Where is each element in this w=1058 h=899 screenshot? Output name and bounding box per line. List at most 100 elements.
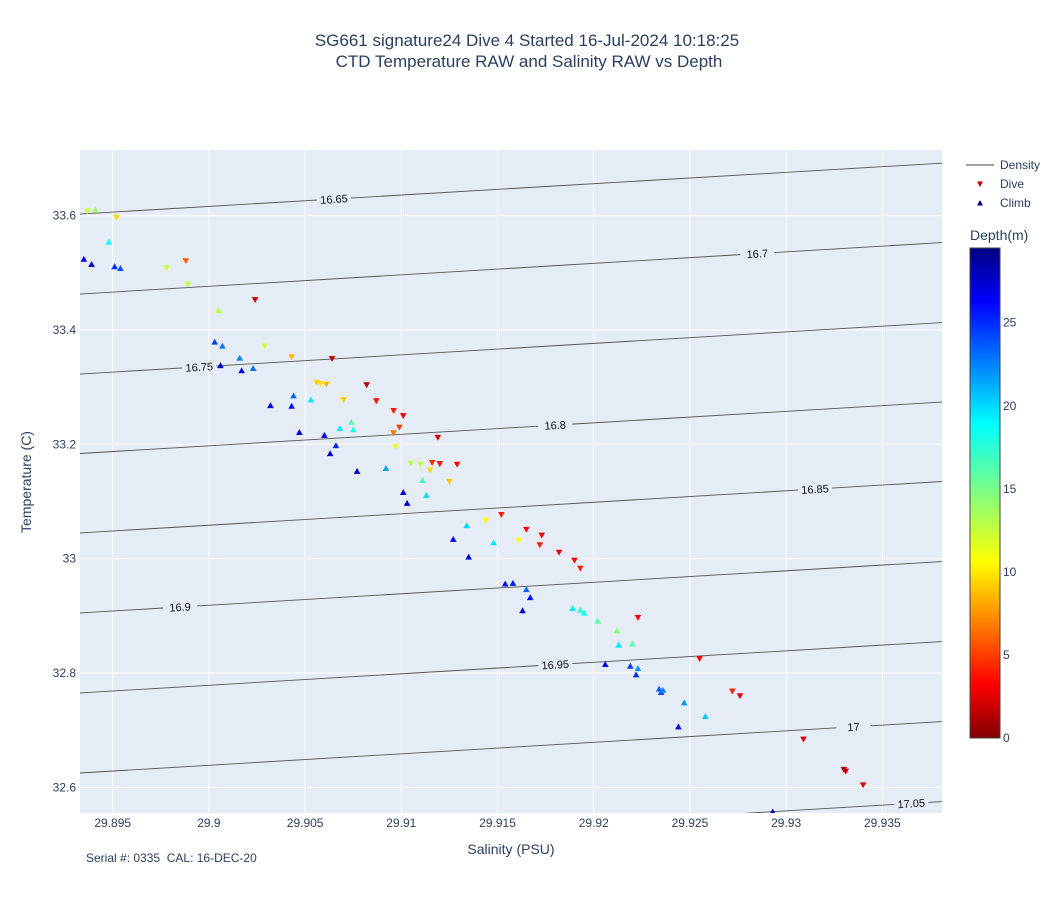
climb-point [219,342,226,349]
climb-point [80,255,88,262]
dive-point [434,434,442,441]
density-contour-label: 17 [847,721,860,734]
climb-point [449,535,457,542]
y-tick-label: 33.2 [53,437,77,451]
x-tick-label: 29.91 [386,816,416,830]
density-contour-line [831,481,942,489]
dive-point [399,413,407,420]
density-contour-line [80,199,318,215]
dive-point [390,407,397,414]
plot-background [80,150,942,813]
density-contour-label: 16.9 [169,601,191,614]
climb-point [628,640,636,647]
climb-point [659,686,667,693]
climb-point [332,442,340,449]
climb-point [92,206,99,213]
climb-point [215,307,222,314]
dive-point [859,782,867,789]
density-contour-line [80,489,799,534]
density-contour-line [350,162,942,199]
dive-point [396,424,403,431]
density-contour-line [80,425,539,454]
climb-point [105,238,113,245]
dive-point [363,382,370,389]
dive-point [842,768,850,775]
density-contours: 16.65 16.7 16.75 16.8 16.85 16.9 16.95 17 17.05 [80,162,942,813]
dive-point [113,214,120,221]
density-contour-line [80,607,164,614]
density-contour-line [80,665,539,694]
climb-point [615,641,623,648]
chart-title: SG661 signature24 Dive 4 Started 16-Jul-… [315,31,739,50]
dive-point [800,736,807,743]
dive-point [426,467,434,474]
density-contour-line [774,242,942,254]
legend-label: Climb [1000,196,1031,210]
climb-point [423,491,430,498]
chart-subtitle: CTD Temperature RAW and Salinity RAW vs … [336,52,723,71]
grid [80,150,942,813]
dive-point [436,461,444,468]
colorbar [969,247,1001,739]
climb-point [613,627,621,634]
climb-point [288,402,295,409]
dive-point [322,381,330,388]
climb-point [236,354,244,361]
density-contour-label: 16.85 [801,483,829,497]
y-tick-label: 32.8 [53,666,77,680]
colorbar-tick-label: 25 [1003,316,1017,330]
climb-point [601,661,609,668]
climb-point [88,261,95,267]
legend-climb-swatch [977,200,983,206]
climb-point [770,808,776,813]
dive-point [428,459,436,466]
dive-point [261,343,269,350]
dive-point [696,656,703,662]
climb-point [580,609,588,616]
climb-point [307,396,315,403]
dive-point [392,443,399,450]
climb-point [702,713,709,720]
climb-point [680,699,688,706]
legend-label: Dive [1000,177,1024,191]
climb-point [249,365,257,371]
dive-point [328,355,336,362]
climb-point [403,499,411,506]
colorbar-tick-label: 5 [1003,648,1010,662]
density-contour-line [928,801,942,803]
climb-point [353,467,361,474]
dive-point [184,281,192,288]
density-contour-line [572,641,942,665]
x-tick-label: 29.895 [94,816,131,830]
climb-point [519,607,526,614]
legend: Density Dive Climb [966,158,1040,210]
dive-point [163,265,170,272]
climb-point [399,489,407,495]
x-tick-label: 29.92 [579,816,609,830]
density-contour-line [197,561,942,607]
x-tick-label: 29.9 [197,816,221,830]
colorbar-title: Depth(m) [970,227,1028,243]
y-tick-label: 33 [63,552,77,566]
climb-point [111,263,118,270]
climb-point [569,605,576,612]
colorbar-ticks: 0 5 10 15 20 25 [1003,316,1017,745]
climb-point [632,671,640,678]
legend-label: Density [1000,158,1040,172]
x-tick-label: 29.915 [479,816,516,830]
y-tick-label: 33.6 [53,209,77,223]
climb-point [626,662,634,669]
dive-point [515,537,522,544]
density-contour-label: 16.75 [185,361,213,375]
climb-point [267,402,274,409]
x-tick-label: 29.935 [864,816,901,830]
density-contour-line [572,401,942,425]
dive-point [536,542,544,549]
dive-point [288,354,295,361]
colorbar-tick-label: 20 [1003,399,1017,413]
dive-point [317,381,324,388]
legend-dive-swatch [977,181,983,187]
y-axis-ticks: 32.6 32.8 33 33.2 33.4 33.6 [53,209,77,795]
climb-point [296,429,303,435]
